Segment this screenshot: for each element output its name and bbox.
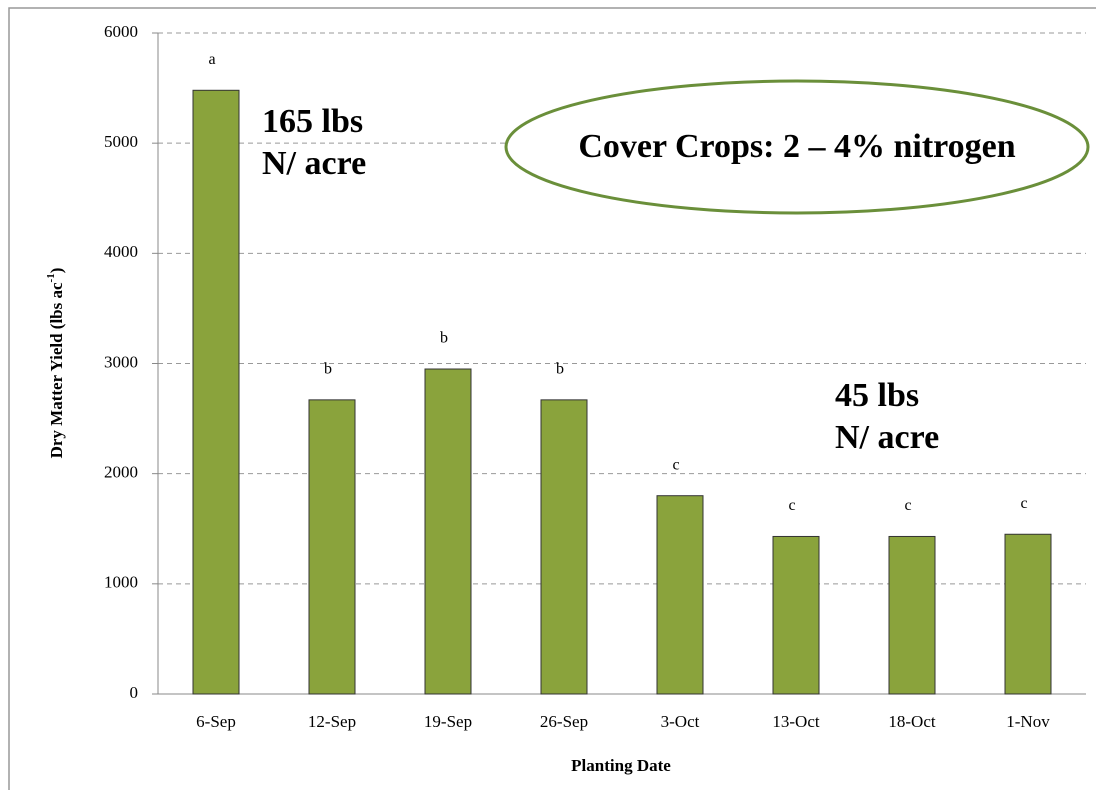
x-tick-label: 12-Sep xyxy=(308,712,356,731)
y-tick-label: 0 xyxy=(130,683,139,702)
bar xyxy=(656,495,704,695)
bar xyxy=(772,535,820,695)
significance-label: b xyxy=(324,361,332,378)
significance-label: c xyxy=(788,497,795,514)
x-tick-label: 19-Sep xyxy=(424,712,472,731)
frame xyxy=(8,7,1096,790)
significance-label: c xyxy=(1020,495,1027,512)
significance-label: b xyxy=(556,361,564,378)
callout-text: Cover Crops: 2 – 4% nitrogen xyxy=(578,128,1015,165)
x-tick-label: 18-Oct xyxy=(888,712,935,731)
x-tick-label: 1-Nov xyxy=(1006,712,1050,731)
bar xyxy=(1004,533,1052,695)
y-tick-label: 5000 xyxy=(104,132,138,151)
y-tick-label: 6000 xyxy=(104,22,138,41)
significance-label: a xyxy=(208,51,215,68)
annotation: 45 lbs xyxy=(835,377,919,414)
x-tick-label: 13-Oct xyxy=(772,712,819,731)
bar xyxy=(308,399,356,695)
y-tick-label: 3000 xyxy=(104,352,138,371)
annotation: 165 lbs xyxy=(262,103,363,140)
y-axis-title-superscript: -1 xyxy=(45,273,57,282)
y-axis-title-text: Dry Matter Yield (lbs ac xyxy=(47,282,66,458)
significance-label: b xyxy=(440,330,448,347)
y-tick-label: 2000 xyxy=(104,463,138,482)
bar xyxy=(192,89,240,695)
x-tick-label: 26-Sep xyxy=(540,712,588,731)
significance-label: c xyxy=(672,456,679,473)
y-axis-title: Dry Matter Yield (lbs ac-1) xyxy=(45,268,66,459)
x-axis-title: Planting Date xyxy=(571,756,671,775)
significance-label: c xyxy=(904,497,911,514)
y-tick-label: 1000 xyxy=(104,573,138,592)
bar xyxy=(888,535,936,695)
annotation: N/ acre xyxy=(835,419,939,456)
y-axis-title-suffix: ) xyxy=(47,268,66,274)
bar xyxy=(540,399,588,695)
x-tick-label: 3-Oct xyxy=(661,712,700,731)
bar xyxy=(424,368,472,695)
callout-ellipse xyxy=(504,79,1090,215)
y-tick-label: 4000 xyxy=(104,242,138,261)
x-tick-label: 6-Sep xyxy=(196,712,236,731)
annotation: N/ acre xyxy=(262,145,366,182)
